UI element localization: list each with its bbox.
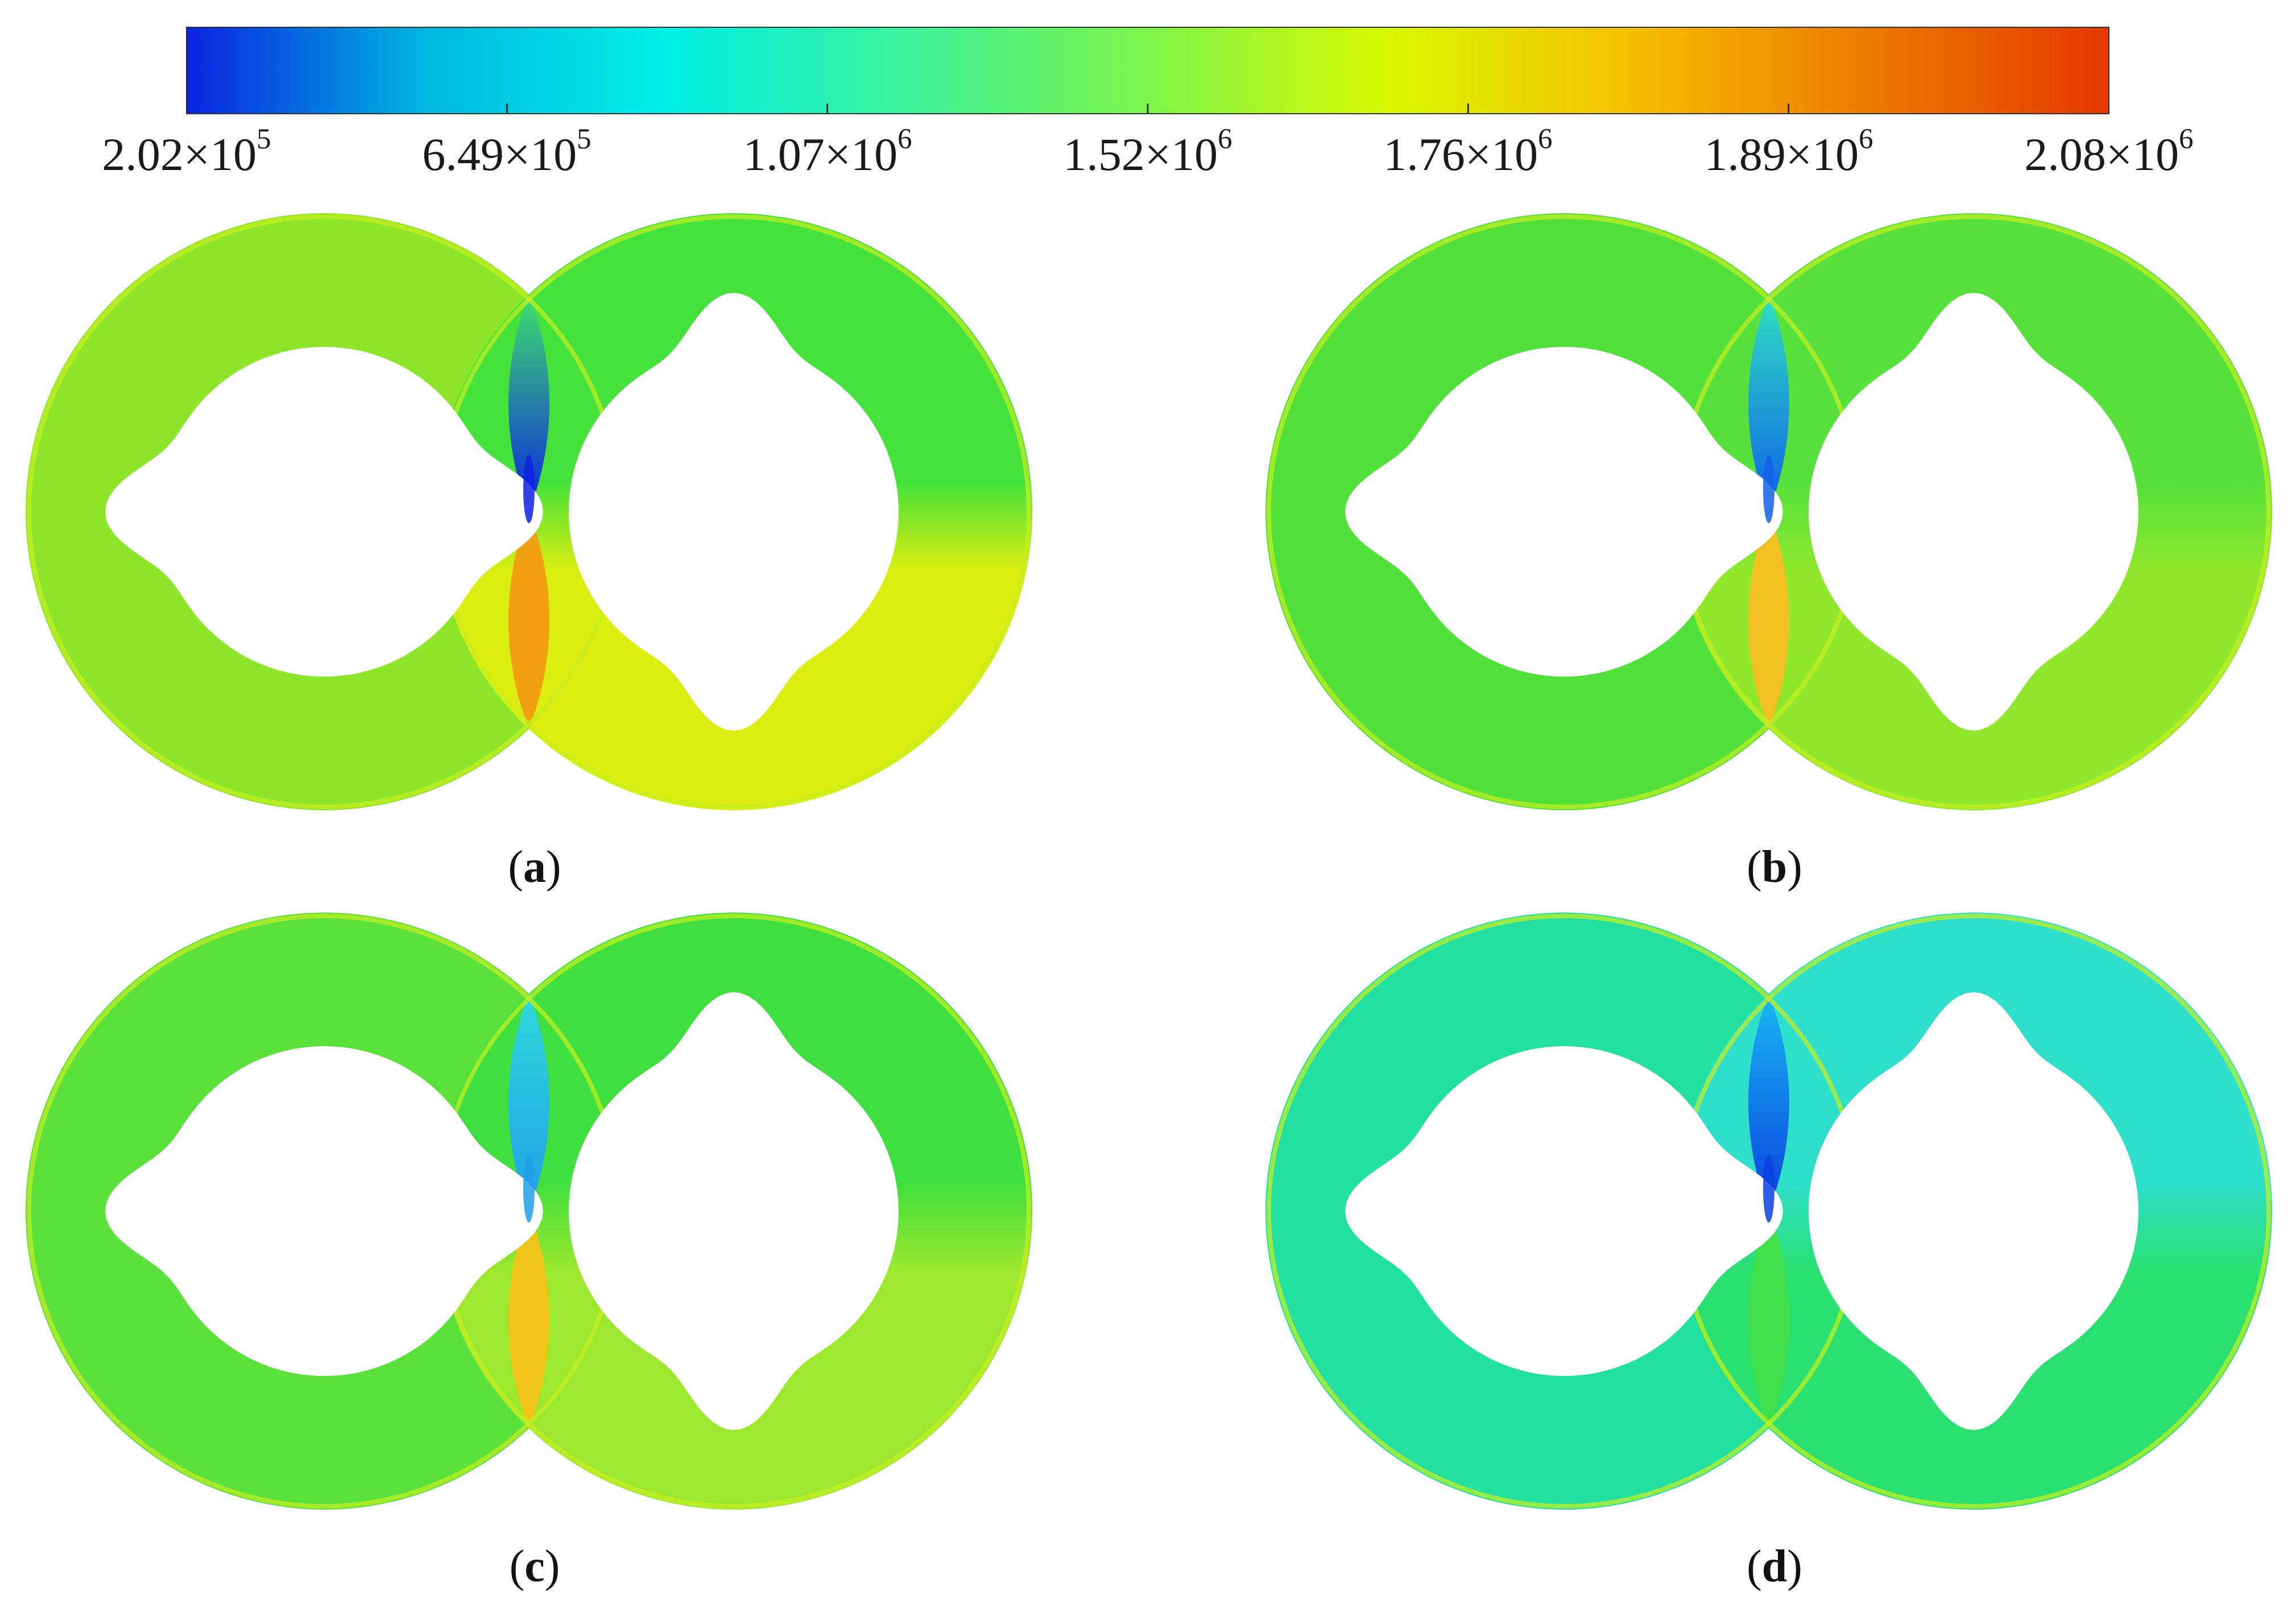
mesh-region-lower	[1748, 512, 1790, 730]
rotor-contour	[1265, 213, 2272, 810]
colorbar-tick-label: 1.07×106	[743, 122, 912, 180]
panel-a	[17, 205, 1132, 819]
left-rotor	[105, 347, 543, 677]
mesh-region-lower	[1748, 1211, 1790, 1429]
rotor-contour	[1265, 913, 2272, 1510]
right-rotor	[1809, 992, 2138, 1430]
mesh-hotspot	[1763, 1154, 1774, 1222]
panel-b	[1257, 205, 2296, 819]
left-rotor	[1345, 347, 1783, 677]
right-rotor	[1809, 293, 2138, 731]
mesh-hotspot	[523, 455, 535, 523]
rotor-contour	[26, 213, 1032, 810]
left-rotor	[1345, 1046, 1783, 1376]
mesh-region-upper	[508, 993, 550, 1211]
colorbar-gradient	[186, 27, 2109, 114]
mesh-region-upper	[1748, 993, 1790, 1211]
panel-label-d: (d)	[1747, 1541, 1802, 1591]
panel-label-a: (a)	[508, 842, 561, 892]
mesh-region-lower	[508, 512, 550, 730]
rotor-contour	[26, 913, 1032, 1510]
colorbar	[186, 27, 2109, 114]
right-rotor	[569, 293, 899, 731]
right-rotor	[569, 992, 899, 1430]
panel-c	[17, 904, 1132, 1518]
colorbar-tick-label: 2.08×106	[2024, 122, 2194, 180]
panel-d	[1257, 904, 2296, 1518]
colorbar-tick-label: 1.76×106	[1383, 122, 1553, 180]
mesh-region-lower	[508, 1211, 550, 1429]
panel-label-c: (c)	[509, 1541, 560, 1591]
colorbar-tick-label: 2.02×105	[102, 122, 271, 180]
mesh-hotspot	[523, 1154, 535, 1222]
colorbar-tick-label: 1.89×106	[1704, 122, 1873, 180]
mesh-region-upper	[508, 294, 550, 512]
mesh-hotspot	[1763, 455, 1774, 523]
mesh-region-upper	[1748, 294, 1790, 512]
colorbar-tick-marks	[506, 103, 1790, 114]
panel-label-b: (b)	[1747, 842, 1802, 892]
colorbar-tick-label: 6.49×105	[422, 122, 591, 180]
colorbar-tick-label: 1.52×106	[1063, 122, 1232, 180]
left-rotor	[105, 1046, 543, 1376]
